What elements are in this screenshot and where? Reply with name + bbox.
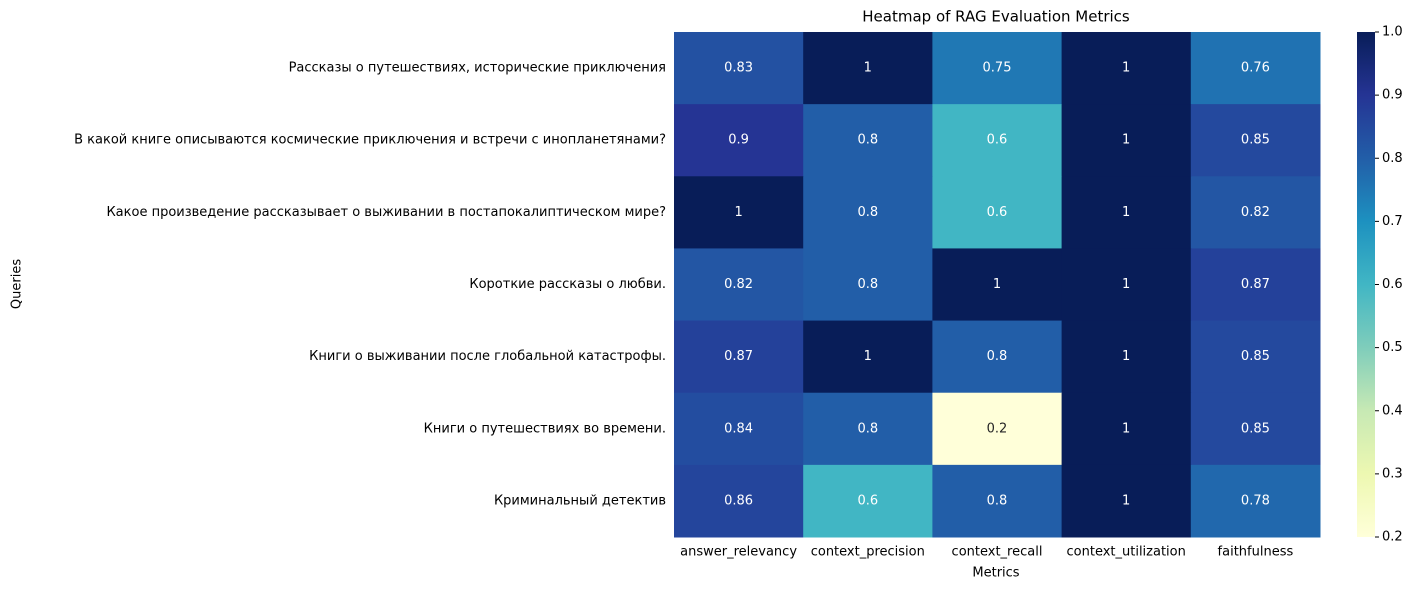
x-axis-label: Metrics xyxy=(972,566,1019,581)
cell-label: 0.82 xyxy=(724,277,753,292)
cell-label: 0.75 xyxy=(983,61,1012,76)
heatmap-cell xyxy=(1061,464,1192,538)
heatmap-cell xyxy=(932,176,1063,249)
cell-label: 0.78 xyxy=(1241,493,1270,508)
heatmap-cell xyxy=(1061,392,1192,466)
heatmap-cell xyxy=(1061,320,1192,394)
cell-label: 0.2 xyxy=(987,421,1008,436)
cell-label: 0.85 xyxy=(1241,421,1270,436)
cell-label: 0.6 xyxy=(987,205,1008,220)
cell-label: 0.6 xyxy=(987,133,1008,148)
heatmap-cell xyxy=(1190,392,1321,466)
heatmap-cell xyxy=(1061,176,1192,249)
heatmap-cell xyxy=(803,104,933,177)
cell-label: 0.86 xyxy=(724,493,753,508)
heatmap-cell xyxy=(1190,104,1321,177)
cell-label: 1 xyxy=(1122,61,1130,76)
heatmap-cell xyxy=(932,320,1063,394)
heatmap-cell xyxy=(932,248,1063,322)
heatmap-cell xyxy=(674,104,804,177)
y-tick-label: Какое произведение рассказывает о выжива… xyxy=(106,205,666,220)
heatmap-cell xyxy=(803,464,933,538)
colorbar-tick-label: 0.9 xyxy=(1382,88,1403,103)
heatmap-cell xyxy=(803,320,933,394)
heatmap-cell xyxy=(1190,248,1321,322)
heatmap-cell xyxy=(1190,320,1321,394)
cell-label: 0.87 xyxy=(1241,277,1270,292)
cell-label: 0.85 xyxy=(1241,349,1270,364)
heatmap-cell xyxy=(674,320,804,394)
cell-label: 0.87 xyxy=(724,349,753,364)
y-tick-label: Короткие рассказы о любви. xyxy=(469,277,666,292)
cell-label: 0.6 xyxy=(857,493,878,508)
cell-label: 1 xyxy=(864,61,872,76)
colorbar-tick-label: 0.4 xyxy=(1382,403,1403,418)
cell-label: 0.8 xyxy=(857,421,878,436)
heatmap-cell xyxy=(1061,248,1192,322)
cell-label: 0.8 xyxy=(987,349,1008,364)
cell-label: 1 xyxy=(864,349,872,364)
heatmap-cell xyxy=(932,464,1063,538)
cell-label: 0.82 xyxy=(1241,205,1270,220)
heatmap-cell xyxy=(674,176,804,249)
y-tick-label: Книги о путешествиях во времени. xyxy=(424,421,666,436)
cell-label: 0.8 xyxy=(857,277,878,292)
x-tick-label: context_precision xyxy=(811,545,925,560)
cell-label: 0.83 xyxy=(724,61,753,76)
y-tick-label: Криминальный детектив xyxy=(494,493,666,508)
heatmap-cell xyxy=(932,104,1063,177)
heatmap-cell xyxy=(803,176,933,249)
heatmap-cell xyxy=(1190,176,1321,249)
cell-label: 1 xyxy=(1122,205,1130,220)
cell-label: 1 xyxy=(1122,277,1130,292)
heatmap-cell xyxy=(674,32,804,105)
colorbar xyxy=(1357,32,1375,537)
colorbar-tick-label: 0.8 xyxy=(1382,151,1403,166)
y-tick-label: В какой книге описываются космические пр… xyxy=(74,133,666,148)
heatmap-cell xyxy=(674,248,804,322)
heatmap-cell xyxy=(932,392,1063,466)
colorbar-tick-label: 0.5 xyxy=(1382,340,1403,355)
heatmap-cell xyxy=(803,32,933,105)
cell-label: 0.8 xyxy=(857,205,878,220)
x-tick-label: answer_relevancy xyxy=(680,545,797,560)
heatmap-cell xyxy=(803,248,933,322)
y-tick-label: Рассказы о путешествиях, исторические пр… xyxy=(289,61,666,76)
cell-label: 0.84 xyxy=(724,421,753,436)
cell-label: 0.9 xyxy=(728,133,749,148)
y-tick-label: Книги о выживании после глобальной катас… xyxy=(309,349,666,364)
heatmap-cell xyxy=(674,464,804,538)
colorbar-tick-label: 0.6 xyxy=(1382,277,1403,292)
cell-label: 1 xyxy=(1122,493,1130,508)
heatmap-cell xyxy=(1190,32,1321,105)
cell-label: 1 xyxy=(734,205,742,220)
x-tick-label: context_recall xyxy=(952,545,1043,560)
cell-label: 0.8 xyxy=(987,493,1008,508)
cell-label: 1 xyxy=(1122,421,1130,436)
cell-label: 0.76 xyxy=(1241,61,1270,76)
chart-title: Heatmap of RAG Evaluation Metrics xyxy=(862,8,1130,26)
heatmap-cell xyxy=(1061,32,1192,105)
colorbar-tick-label: 0.7 xyxy=(1382,214,1403,229)
cell-label: 1 xyxy=(1122,133,1130,148)
heatmap-cell xyxy=(803,392,933,466)
colorbar-tick-label: 0.3 xyxy=(1382,466,1403,481)
colorbar-tick-label: 0.2 xyxy=(1382,530,1403,545)
cell-label: 0.85 xyxy=(1241,133,1270,148)
cell-label: 1 xyxy=(993,277,1001,292)
heatmap-cell xyxy=(1190,464,1321,538)
heatmap-cell xyxy=(674,392,804,466)
x-tick-label: context_utilization xyxy=(1067,545,1186,560)
x-tick-label: faithfulness xyxy=(1218,545,1294,560)
y-axis-label: Queries xyxy=(10,259,25,309)
colorbar-tick-label: 1.0 xyxy=(1382,25,1403,40)
heatmap-cell xyxy=(1061,104,1192,177)
cell-label: 0.8 xyxy=(857,133,878,148)
heatmap-cell xyxy=(932,32,1063,105)
cell-label: 1 xyxy=(1122,349,1130,364)
